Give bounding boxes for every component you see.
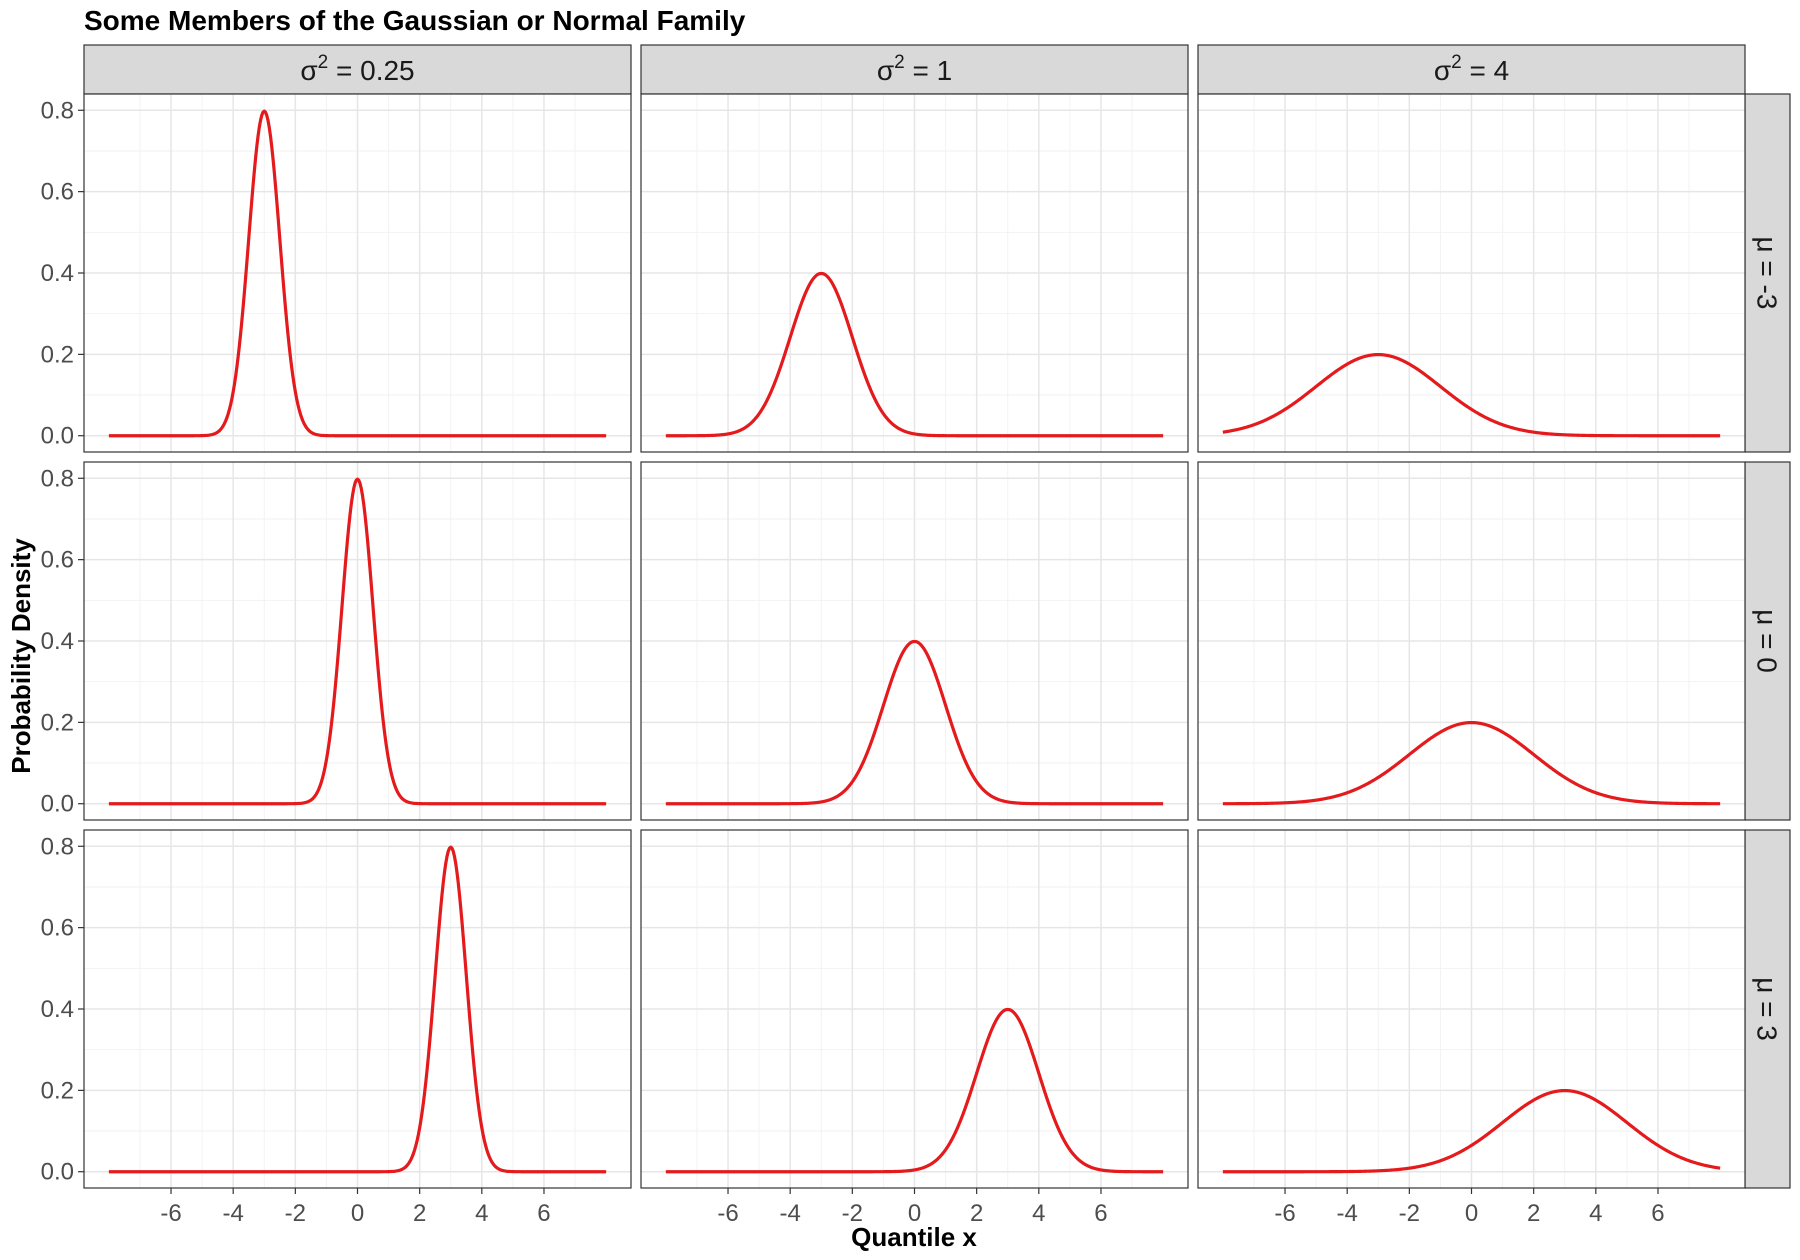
panel-border (640, 461, 1189, 821)
column-strip-label: σ2 = 0.25 (300, 52, 414, 86)
facet-panel: 0.0 0.2 0.4 0.6 0.8 (41, 461, 632, 821)
x-tick-label: 6 (1651, 1200, 1664, 1227)
density-curve (665, 1007, 1164, 1174)
y-axis-title: Probability Density (6, 538, 36, 774)
y-tick-label: 0.2 (41, 1077, 74, 1104)
x-tick-label: 2 (413, 1200, 426, 1227)
density-curve (1222, 352, 1721, 438)
row-strip (1744, 93, 1791, 453)
row-strip-label: μ = 0 (1752, 609, 1783, 673)
x-tick-label: -4 (780, 1200, 801, 1227)
facet-panel: -6 -4 -2 0 2 4 6 (1197, 829, 1746, 1227)
facet-panel (1197, 93, 1746, 453)
x-tick-label: 4 (1032, 1200, 1045, 1227)
y-tick-label: 0.8 (41, 97, 74, 124)
column-strip-label: σ2 = 1 (877, 52, 952, 86)
x-tick-label: 6 (1094, 1200, 1107, 1227)
x-tick-label: 6 (537, 1200, 550, 1227)
panel-border (1197, 461, 1746, 821)
column-strip (640, 44, 1189, 95)
density-curve (1222, 1088, 1721, 1174)
chart-title: Some Members of the Gaussian or Normal F… (84, 5, 746, 36)
row-strip (1744, 829, 1791, 1189)
x-tick-label: 4 (1589, 1200, 1602, 1227)
density-curve (108, 845, 607, 1174)
y-tick-label: 0.4 (41, 996, 74, 1023)
y-tick-label: 0.0 (41, 1159, 74, 1186)
x-tick-label: -2 (285, 1200, 306, 1227)
facet-panel (640, 461, 1189, 821)
y-tick-label: 0.6 (41, 547, 74, 574)
density-curve (665, 639, 1164, 806)
y-tick-label: 0.6 (41, 179, 74, 206)
facet-panel: -6 -4 -2 0 2 4 6 (640, 829, 1189, 1227)
x-tick-label: -2 (842, 1200, 863, 1227)
x-tick-label: 0 (1465, 1200, 1478, 1227)
y-tick-label: 0.2 (41, 341, 74, 368)
y-tick-label: 0.8 (41, 465, 74, 492)
y-tick-label: 0.2 (41, 709, 74, 736)
x-tick-label: -4 (223, 1200, 244, 1227)
y-tick-label: 0.4 (41, 260, 74, 287)
facet-panel: 0.0 0.2 0.4 0.6 0.8 (41, 93, 632, 453)
facet-panel: 0.0 0.2 0.4 0.6 0.8 -6 -4 -2 0 2 4 6 (41, 829, 632, 1227)
column-strip (83, 44, 632, 95)
x-tick-label: -6 (160, 1200, 181, 1227)
row-strip-label: μ = 3 (1752, 977, 1783, 1041)
y-tick-label: 0.8 (41, 833, 74, 860)
density-curve (108, 109, 607, 438)
x-tick-label: -6 (717, 1200, 738, 1227)
facet-panel (640, 93, 1189, 453)
column-strip (1197, 44, 1746, 95)
column-strip-label: σ2 = 4 (1434, 52, 1509, 86)
y-tick-label: 0.6 (41, 915, 74, 942)
x-tick-label: -4 (1337, 1200, 1358, 1227)
density-curve (1222, 720, 1721, 806)
facet-grid: σ2 = 0.25 σ2 = 1 σ2 = 4 μ = -3 μ = 0 μ = 3 0.0… (41, 44, 1791, 1227)
x-axis-title: Quantile x (851, 1222, 977, 1252)
y-tick-label: 0.0 (41, 791, 74, 818)
x-tick-label: 4 (475, 1200, 488, 1227)
row-strip (1744, 461, 1791, 821)
row-strip-label: μ = -3 (1752, 237, 1783, 310)
x-tick-label: 2 (1527, 1200, 1540, 1227)
x-tick-label: 0 (351, 1200, 364, 1227)
x-tick-label: -2 (1399, 1200, 1420, 1227)
facet-panel (1197, 461, 1746, 821)
density-curve (108, 477, 607, 806)
panel-border (640, 93, 1189, 453)
panel-border (1197, 93, 1746, 453)
x-tick-label: 2 (970, 1200, 983, 1227)
x-tick-label: -6 (1274, 1200, 1295, 1227)
density-curve (665, 271, 1164, 438)
y-tick-label: 0.4 (41, 628, 74, 655)
y-tick-label: 0.0 (41, 423, 74, 450)
x-tick-label: 0 (908, 1200, 921, 1227)
